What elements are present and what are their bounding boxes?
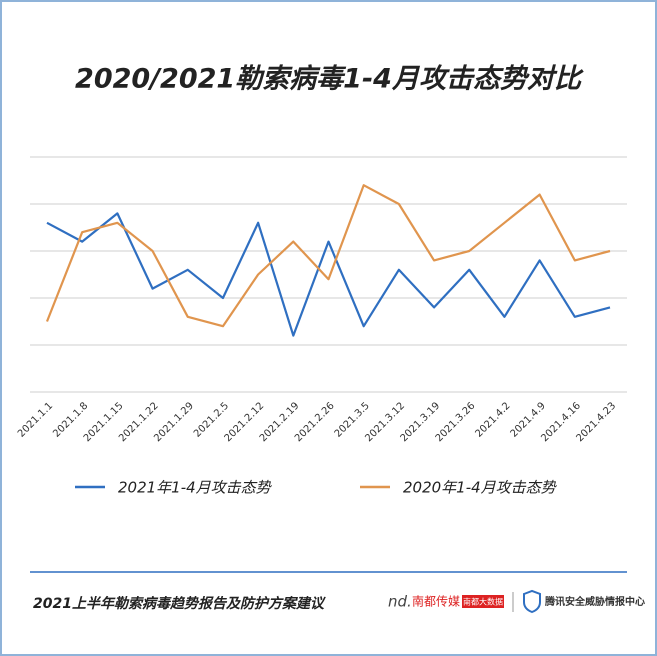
security-logo: 腾讯安全威胁情报中心 [544, 595, 645, 608]
media-badge-bg [462, 595, 504, 608]
media-logo: 南都传媒 [412, 594, 460, 609]
media-badge: 南都大数据 [463, 597, 503, 607]
footer-report: 2021上半年勒索病毒趋势报告及防护方案建议 [33, 595, 326, 612]
legend-label: 2020年1-4月攻击态势 [403, 479, 558, 497]
chart-title: 2020/2021勒索病毒1-4月攻击态势对比 [75, 64, 584, 95]
shield-icon [523, 589, 541, 614]
series-line [45, 184, 611, 328]
plot: 2021.1.12021.1.82021.1.152021.1.222021.1… [16, 156, 627, 444]
x-tick-label: 2021.4.2 [473, 400, 512, 439]
x-tick-label: 2021.1.1 [16, 400, 55, 439]
media-mark: nd. [388, 593, 412, 611]
series-line [46, 212, 611, 337]
legend: 2021年1-4月攻击态势 2020年1-4月攻击态势 [75, 479, 558, 497]
legend-label: 2021年1-4月攻击态势 [118, 479, 273, 497]
